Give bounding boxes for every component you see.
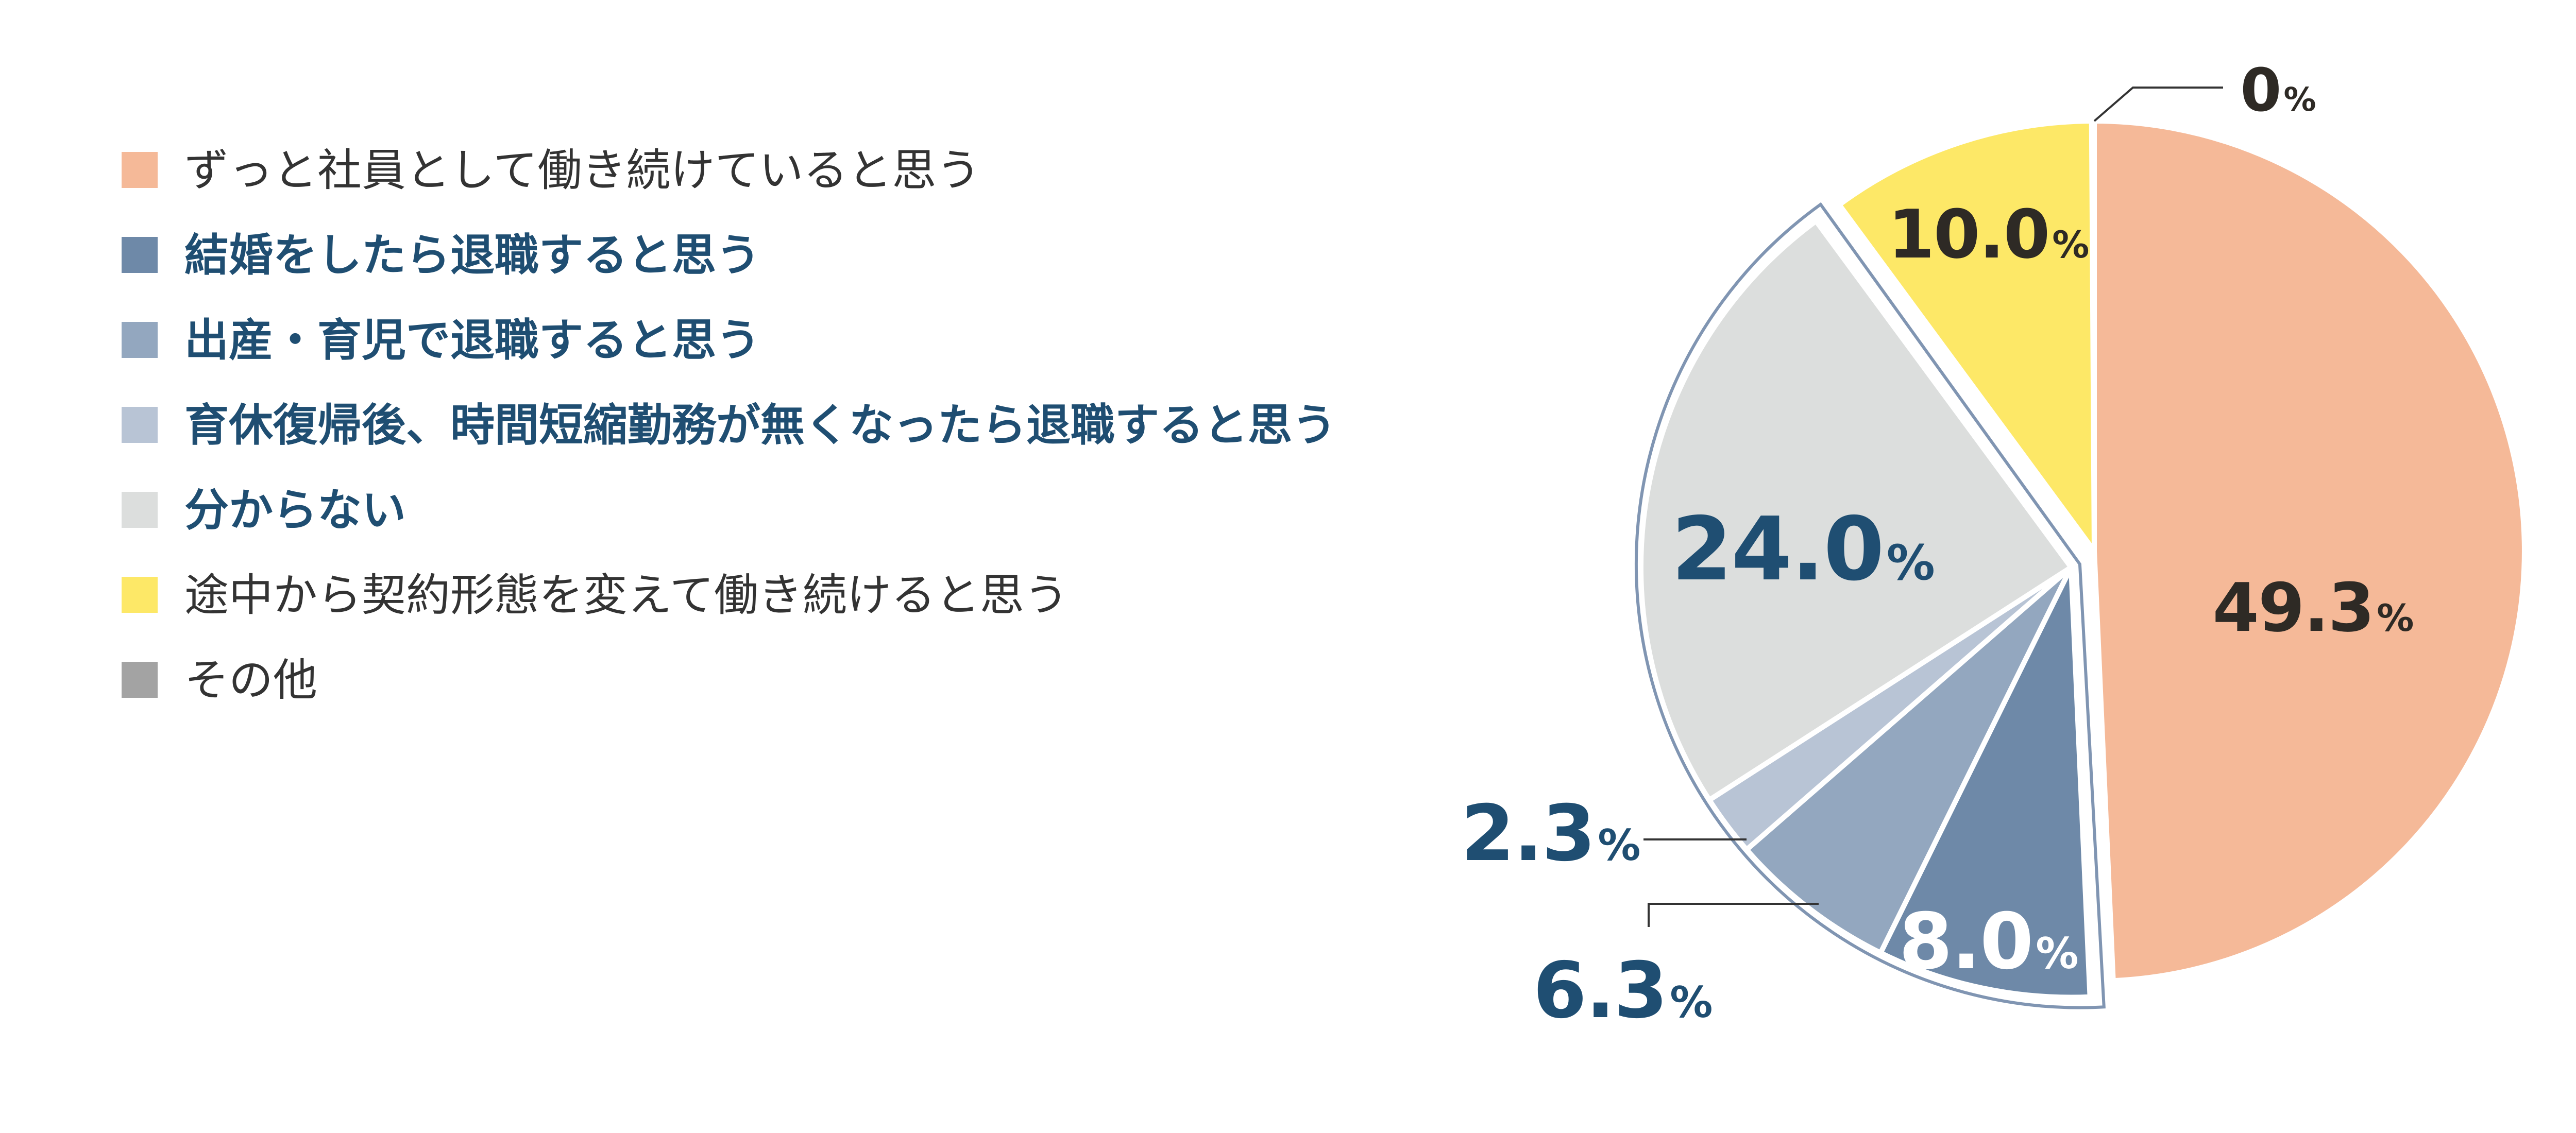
legend-label: 結婚をしたら退職すると思う [184,230,760,281]
legend: ずっと社員として働き続けていると思う結婚をしたら退職すると思う出産・育児で退職す… [122,145,1336,706]
data-label-7: 0% [2240,56,2316,125]
legend-label: 出産・育児で退職すると思う [184,315,760,366]
legend-label: その他 [184,655,317,706]
legend-swatch [122,152,158,188]
data-label-4: 2.3% [1461,789,1641,879]
legend-swatch [122,407,158,443]
data-label-3: 6.3% [1533,946,1713,1036]
legend-item: ずっと社員として働き続けていると思う [122,145,980,196]
legend-swatch [122,322,158,358]
leader-line-6-3 [1649,904,1819,927]
legend-swatch [122,492,158,528]
legend-item: 育休復帰後、時間短縮勤務が無くなったら退職すると思う [122,400,1336,451]
legend-swatch [122,577,158,613]
legend-swatch [122,237,158,273]
legend-item: その他 [122,655,317,706]
legend-item: 出産・育児で退職すると思う [122,315,760,366]
legend-label: ずっと社員として働き続けていると思う [184,145,980,196]
legend-item: 結婚をしたら退職すると思う [122,230,760,281]
leader-line-other [2094,88,2223,121]
legend-item: 途中から契約形態を変えて働き続けると思う [122,570,1069,621]
legend-item: 分からない [122,485,406,536]
legend-label: 途中から契約形態を変えて働き続けると思う [184,570,1069,621]
legend-label: 育休復帰後、時間短縮勤務が無くなったら退職すると思う [184,400,1336,451]
slice-1 [2094,121,2524,981]
legend-swatch [122,662,158,698]
legend-label: 分からない [184,485,406,536]
